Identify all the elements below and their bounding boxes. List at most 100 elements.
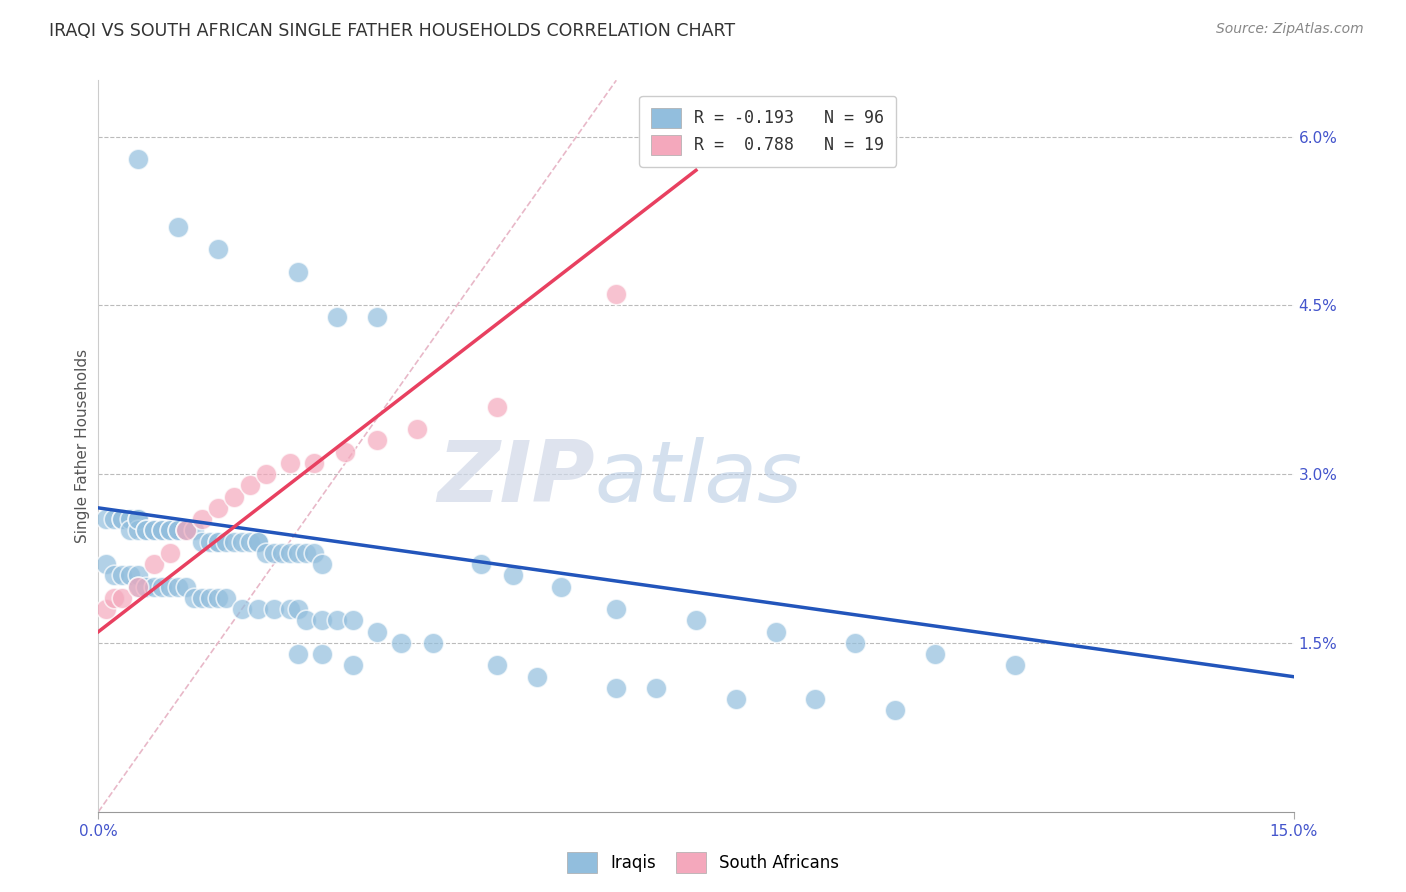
Point (326, 614, 349, 628)
Point (605, 287, 627, 301)
Point (167, 524, 190, 538)
Point (1004, 658, 1026, 673)
Point (485, 400, 508, 414)
Point (231, 534, 253, 549)
Point (605, 602, 627, 616)
Point (326, 310, 349, 324)
Point (366, 624, 388, 639)
Point (127, 512, 149, 526)
Point (724, 692, 747, 706)
Point (174, 524, 197, 538)
Point (287, 602, 309, 616)
Point (550, 580, 572, 594)
Point (127, 152, 149, 166)
Legend: R = -0.193   N = 96, R =  0.788   N = 19: R = -0.193 N = 96, R = 0.788 N = 19 (640, 96, 896, 167)
Point (111, 512, 134, 526)
Text: IRAQI VS SOUTH AFRICAN SINGLE FATHER HOUSEHOLDS CORRELATION CHART: IRAQI VS SOUTH AFRICAN SINGLE FATHER HOU… (49, 22, 735, 40)
Point (127, 580, 149, 594)
Point (207, 591, 229, 605)
Point (215, 591, 238, 605)
Point (844, 636, 866, 650)
Point (485, 658, 508, 673)
Point (103, 568, 125, 582)
Point (174, 524, 197, 538)
Point (127, 580, 149, 594)
Point (278, 456, 301, 470)
Point (143, 524, 166, 538)
Point (111, 512, 134, 526)
Point (502, 568, 524, 582)
Point (167, 524, 190, 538)
Point (278, 546, 301, 560)
Point (191, 534, 214, 549)
Point (159, 524, 181, 538)
Point (103, 512, 125, 526)
Point (294, 546, 316, 560)
Point (924, 647, 946, 661)
Point (222, 490, 245, 504)
Point (287, 647, 309, 661)
Point (270, 546, 292, 560)
Point (183, 591, 205, 605)
Point (207, 534, 229, 549)
Point (96, 512, 118, 526)
Point (174, 524, 197, 538)
Point (207, 534, 229, 549)
Point (111, 568, 134, 582)
Point (150, 524, 173, 538)
Point (120, 568, 142, 582)
Point (143, 557, 166, 571)
Point (150, 524, 173, 538)
Text: Source: ZipAtlas.com: Source: ZipAtlas.com (1216, 22, 1364, 37)
Point (111, 591, 134, 605)
Point (884, 703, 907, 717)
Point (143, 580, 166, 594)
Point (804, 692, 827, 706)
Point (191, 512, 214, 526)
Point (207, 242, 229, 256)
Point (135, 524, 157, 538)
Point (645, 681, 668, 695)
Point (215, 534, 238, 549)
Point (342, 658, 364, 673)
Point (254, 467, 277, 482)
Point (294, 614, 316, 628)
Point (422, 636, 444, 650)
Legend: Iraqis, South Africans: Iraqis, South Africans (560, 846, 846, 880)
Point (103, 591, 125, 605)
Point (159, 580, 181, 594)
Point (342, 614, 364, 628)
Point (311, 647, 333, 661)
Point (302, 546, 325, 560)
Text: ZIP: ZIP (437, 437, 595, 520)
Text: atlas: atlas (595, 437, 803, 520)
Point (174, 580, 197, 594)
Point (366, 310, 388, 324)
Point (263, 546, 285, 560)
Point (254, 546, 277, 560)
Point (143, 524, 166, 538)
Point (159, 546, 181, 560)
Point (127, 524, 149, 538)
Point (278, 602, 301, 616)
Point (127, 512, 149, 526)
Point (311, 614, 333, 628)
Point (135, 524, 157, 538)
Point (335, 444, 357, 458)
Point (167, 219, 190, 234)
Point (198, 534, 221, 549)
Point (150, 580, 173, 594)
Point (159, 524, 181, 538)
Point (231, 602, 253, 616)
Point (239, 478, 262, 492)
Point (239, 534, 262, 549)
Point (120, 524, 142, 538)
Point (406, 422, 429, 436)
Point (135, 580, 157, 594)
Point (263, 602, 285, 616)
Point (120, 512, 142, 526)
Point (470, 557, 492, 571)
Point (605, 681, 627, 695)
Point (287, 546, 309, 560)
Point (96, 602, 118, 616)
